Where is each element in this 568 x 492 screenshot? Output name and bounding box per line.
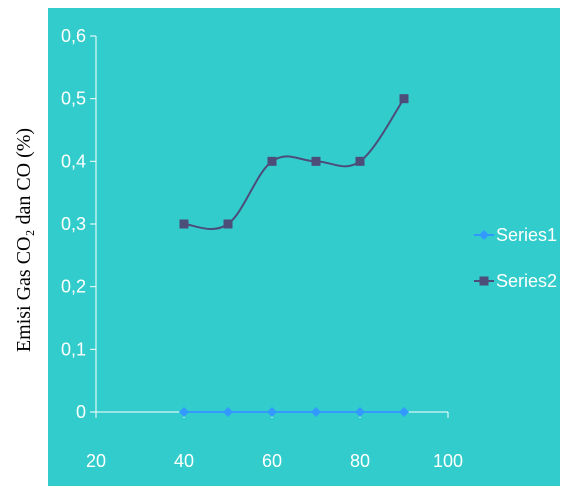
y-tick-label: 0,5 — [61, 89, 86, 109]
y-tick-label: 0 — [76, 402, 86, 422]
chart-axes: 0 0,1 0,2 0,3 0,4 0,5 0,6 20 40 60 80 100 — [61, 26, 463, 471]
x-tick-label: 100 — [433, 451, 463, 471]
x-tick-label: 80 — [350, 451, 370, 471]
data-point — [355, 156, 365, 166]
data-point — [223, 407, 233, 417]
data-point — [399, 94, 409, 104]
data-point — [179, 219, 189, 229]
series-1 — [179, 407, 409, 417]
y-tick-label: 0,4 — [61, 151, 86, 171]
data-point — [267, 407, 277, 417]
data-point — [179, 407, 189, 417]
data-point — [399, 407, 409, 417]
y-tick-label: 0,3 — [61, 214, 86, 234]
x-tick-label: 20 — [86, 451, 106, 471]
series-2 — [179, 94, 409, 230]
legend-swatch-marker — [479, 276, 489, 286]
data-point — [223, 219, 233, 229]
x-tick-label: 40 — [174, 451, 194, 471]
legend-swatch-marker — [479, 230, 489, 240]
legend-label: Series2 — [496, 271, 557, 291]
legend-label: Series1 — [496, 225, 557, 245]
y-tick-label: 0,6 — [61, 26, 86, 46]
chart-background — [48, 8, 560, 486]
legend-entry: Series2 — [474, 271, 557, 291]
legend: Series1 Series2 — [474, 225, 557, 291]
series-layer — [179, 94, 409, 417]
data-point — [311, 407, 321, 417]
y-tick-label: 0,1 — [61, 339, 86, 359]
data-point — [311, 156, 321, 166]
y-axis-label: Emisi Gas CO₂ dan CO (%) — [13, 128, 35, 352]
data-point — [355, 407, 365, 417]
y-tick-label: 0,2 — [61, 277, 86, 297]
x-tick-label: 60 — [262, 451, 282, 471]
data-point — [267, 156, 277, 166]
legend-entry: Series1 — [474, 225, 557, 245]
